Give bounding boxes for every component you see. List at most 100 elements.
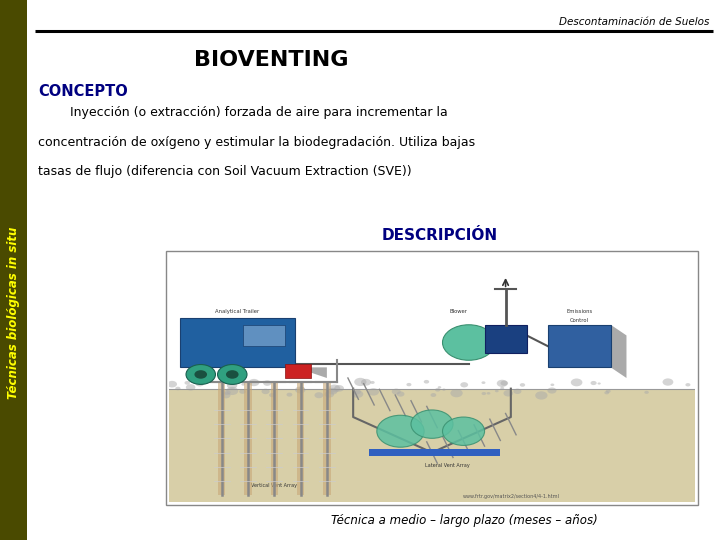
Circle shape: [184, 381, 190, 384]
Text: DESCRIPCIÓN: DESCRIPCIÓN: [381, 228, 498, 244]
Text: Control: Control: [570, 318, 589, 323]
Circle shape: [295, 387, 305, 394]
Circle shape: [315, 392, 323, 398]
Circle shape: [392, 389, 401, 395]
Circle shape: [442, 388, 446, 391]
Circle shape: [513, 389, 521, 394]
Circle shape: [287, 393, 292, 397]
Text: Vertical Vent Array: Vertical Vent Array: [251, 483, 297, 488]
Circle shape: [227, 382, 237, 389]
Circle shape: [368, 388, 379, 396]
Circle shape: [411, 410, 453, 438]
Circle shape: [221, 392, 230, 399]
Circle shape: [431, 393, 436, 397]
Circle shape: [500, 381, 508, 386]
Bar: [369, 449, 500, 456]
Circle shape: [520, 383, 525, 387]
Circle shape: [604, 391, 609, 394]
Circle shape: [354, 378, 366, 386]
Bar: [0, 0, 27, 540]
Circle shape: [269, 393, 275, 397]
Circle shape: [325, 391, 334, 397]
Circle shape: [217, 364, 247, 384]
Bar: [180, 318, 295, 367]
Circle shape: [550, 383, 554, 386]
Text: Analytical Trailer: Analytical Trailer: [215, 309, 260, 314]
Circle shape: [443, 325, 495, 360]
Circle shape: [451, 389, 463, 397]
Circle shape: [497, 380, 508, 387]
Circle shape: [186, 364, 215, 384]
Circle shape: [195, 381, 204, 387]
Circle shape: [482, 392, 486, 395]
Text: Técnicas biológicas in situ: Técnicas biológicas in situ: [7, 227, 20, 400]
Circle shape: [261, 389, 270, 394]
Circle shape: [571, 379, 582, 386]
Bar: [285, 364, 311, 378]
Circle shape: [175, 387, 181, 390]
Circle shape: [487, 392, 490, 395]
Bar: [271, 382, 278, 495]
Text: www.frtr.gov/matrix2/section4/4-1.html: www.frtr.gov/matrix2/section4/4-1.html: [462, 494, 559, 498]
Circle shape: [424, 380, 429, 383]
Bar: [297, 382, 305, 495]
Circle shape: [644, 391, 649, 394]
Bar: [244, 382, 252, 495]
Circle shape: [194, 370, 207, 379]
Circle shape: [226, 370, 238, 379]
Text: Descontaminación de Suelos: Descontaminación de Suelos: [559, 17, 709, 28]
Circle shape: [406, 383, 411, 386]
Circle shape: [460, 382, 468, 387]
Text: BIOVENTING: BIOVENTING: [194, 50, 349, 70]
Circle shape: [500, 387, 504, 389]
Circle shape: [598, 382, 600, 384]
Circle shape: [352, 390, 364, 398]
Circle shape: [299, 387, 305, 391]
Circle shape: [443, 417, 485, 445]
Circle shape: [334, 385, 344, 392]
Text: tasas de flujo (diferencia con Soil Vacuum Extraction (SVE)): tasas de flujo (diferencia con Soil Vacu…: [38, 165, 412, 178]
Circle shape: [547, 387, 557, 394]
Bar: [169, 254, 695, 389]
Circle shape: [435, 388, 440, 392]
Text: Blower: Blower: [449, 309, 467, 314]
Circle shape: [241, 383, 246, 386]
Text: CONCEPTO: CONCEPTO: [38, 84, 128, 99]
Circle shape: [377, 415, 424, 447]
Circle shape: [606, 389, 611, 393]
Bar: [169, 389, 695, 502]
Polygon shape: [611, 325, 626, 378]
Circle shape: [495, 390, 499, 393]
Circle shape: [503, 390, 513, 396]
Circle shape: [370, 381, 374, 384]
Circle shape: [239, 389, 246, 394]
Circle shape: [167, 381, 177, 388]
Circle shape: [248, 379, 259, 386]
Text: Técnica a medio – largo plazo (meses – años): Técnica a medio – largo plazo (meses – a…: [331, 514, 598, 527]
Text: Inyección (o extracción) forzada de aire para incrementar la: Inyección (o extracción) forzada de aire…: [38, 106, 448, 119]
Bar: [485, 325, 526, 353]
Circle shape: [263, 380, 271, 386]
Circle shape: [223, 390, 230, 395]
Circle shape: [438, 386, 441, 389]
Circle shape: [328, 388, 338, 395]
Circle shape: [226, 387, 238, 395]
Circle shape: [685, 383, 690, 387]
Circle shape: [397, 392, 405, 397]
Bar: [323, 382, 330, 495]
Bar: [243, 325, 285, 346]
Bar: [166, 251, 698, 505]
Circle shape: [186, 384, 195, 390]
Text: Lateral Vent Array: Lateral Vent Array: [426, 463, 470, 468]
Circle shape: [535, 392, 547, 400]
Text: Emissions: Emissions: [566, 309, 593, 314]
Bar: [218, 382, 225, 495]
Text: concentración de oxígeno y estimular la biodegradación. Utiliza bajas: concentración de oxígeno y estimular la …: [38, 136, 475, 148]
Circle shape: [662, 379, 673, 386]
Circle shape: [353, 389, 361, 395]
Circle shape: [328, 384, 341, 393]
Polygon shape: [295, 367, 327, 378]
Circle shape: [590, 381, 597, 385]
Circle shape: [361, 379, 371, 386]
Circle shape: [482, 381, 485, 384]
